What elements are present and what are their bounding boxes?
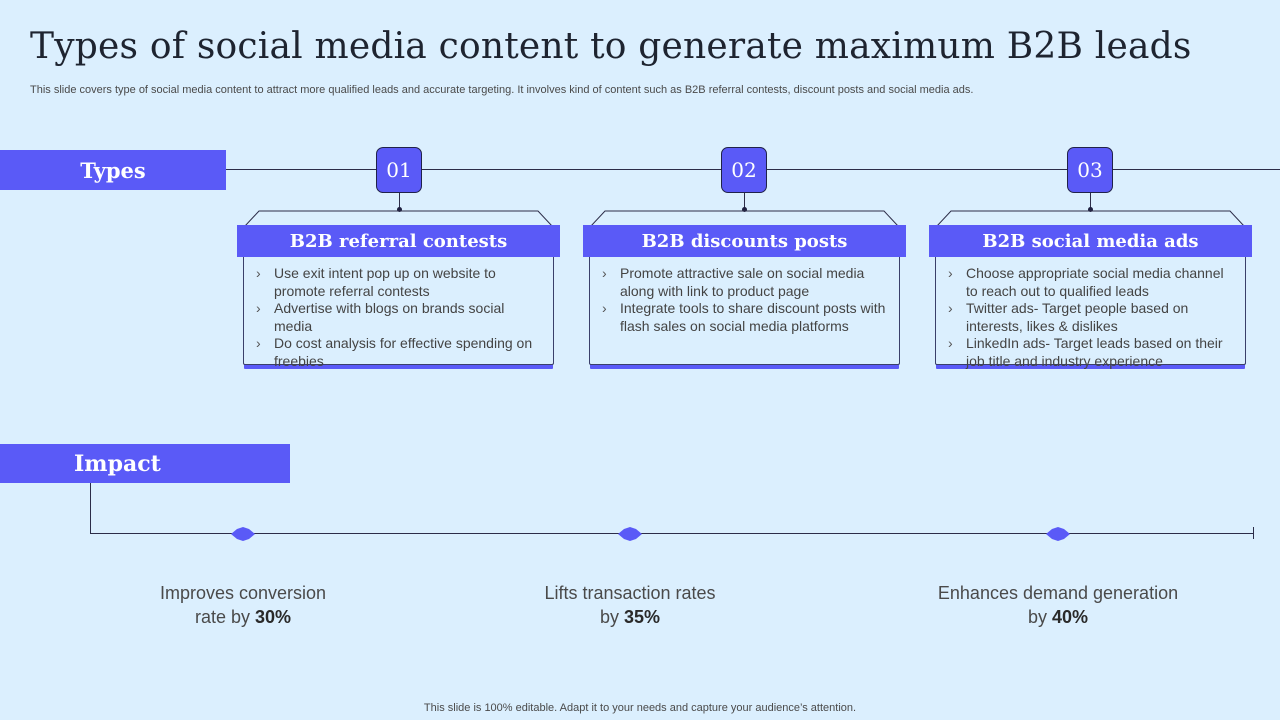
impact-marker-1	[231, 527, 255, 541]
impact-marker-3	[1046, 527, 1070, 541]
page-subtitle: This slide covers type of social media c…	[30, 84, 974, 96]
footer-note: This slide is 100% editable. Adapt it to…	[423, 702, 857, 714]
impact-line: by 40%	[908, 605, 1208, 629]
bullet-list: Promote attractive sale on social media …	[590, 257, 899, 335]
card-top-frame	[936, 210, 1245, 226]
step-number-3: 03	[1067, 147, 1113, 193]
impact-timeline-end-tick	[1253, 527, 1254, 539]
impact-line: rate by 30%	[93, 605, 393, 629]
impact-timeline	[90, 533, 1254, 534]
impact-value: 35%	[623, 607, 661, 627]
type-card-3: B2B social media ads Choose appropriate …	[929, 210, 1252, 370]
step-number-2: 02	[721, 147, 767, 193]
impact-line: by 35%	[480, 605, 780, 629]
impact-marker-2	[618, 527, 642, 541]
type-card-1: B2B referral contests Use exit intent po…	[237, 210, 560, 370]
type-card-body: Promote attractive sale on social media …	[589, 257, 900, 365]
connector-1	[399, 193, 400, 210]
impact-line: Enhances demand generation	[937, 583, 1179, 603]
page-title: Types of social media content to generat…	[30, 26, 1192, 67]
impact-drop-line	[90, 483, 91, 533]
impact-prefix: rate by	[194, 607, 255, 627]
bullet-item: Use exit intent pop up on website to pro…	[256, 265, 547, 300]
impact-label: Impact	[0, 444, 290, 483]
impact-item-1: Improves conversion rate by 30%	[93, 581, 393, 629]
bullet-list: Choose appropriate social media channel …	[936, 257, 1245, 371]
types-label: Types	[0, 150, 226, 190]
bullet-item: Do cost analysis for effective spending …	[256, 335, 547, 370]
bullet-item: Advertise with blogs on brands social me…	[256, 300, 547, 335]
bullet-item: LinkedIn ads- Target leads based on thei…	[948, 335, 1239, 370]
connector-2	[744, 193, 745, 210]
impact-value: 30%	[255, 607, 292, 627]
impact-line: Improves conversion	[159, 583, 327, 603]
bullet-list: Use exit intent pop up on website to pro…	[244, 257, 553, 371]
impact-value: 40%	[1051, 607, 1089, 627]
card-top-frame	[244, 210, 553, 226]
impact-prefix: by	[599, 607, 624, 627]
type-card-heading: B2B referral contests	[237, 225, 560, 257]
connector-dot-2	[742, 207, 747, 212]
impact-item-2: Lifts transaction rates by 35%	[480, 581, 780, 629]
type-card-body: Choose appropriate social media channel …	[935, 257, 1246, 369]
connector-dot-3	[1088, 207, 1093, 212]
bullet-item: Twitter ads- Target people based on inte…	[948, 300, 1239, 335]
step-number-1: 01	[376, 147, 422, 193]
type-card-heading: B2B discounts posts	[583, 225, 906, 257]
type-card-body: Use exit intent pop up on website to pro…	[243, 257, 554, 369]
type-card-heading: B2B social media ads	[929, 225, 1252, 257]
bullet-item: Integrate tools to share discount posts …	[602, 300, 893, 335]
connector-dot-1	[397, 207, 402, 212]
card-top-frame	[590, 210, 899, 226]
impact-prefix: by	[1027, 607, 1052, 627]
connector-3	[1090, 193, 1091, 210]
bullet-item: Promote attractive sale on social media …	[602, 265, 893, 300]
type-card-2: B2B discounts posts Promote attractive s…	[583, 210, 906, 370]
impact-item-3: Enhances demand generation by 40%	[908, 581, 1208, 629]
impact-line: Lifts transaction rates	[544, 583, 716, 603]
bullet-item: Choose appropriate social media channel …	[948, 265, 1239, 300]
